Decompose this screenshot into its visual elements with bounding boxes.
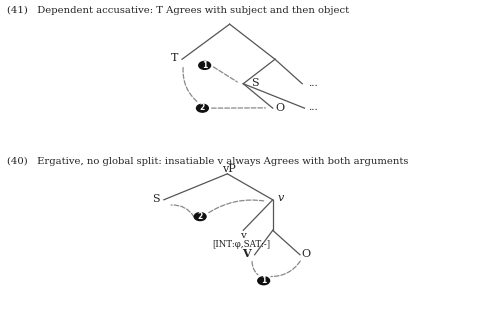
Circle shape — [258, 277, 270, 285]
Text: 2: 2 — [198, 212, 203, 221]
Text: ...: ... — [308, 103, 318, 112]
Circle shape — [197, 104, 208, 112]
Text: 1: 1 — [261, 276, 266, 285]
Circle shape — [194, 213, 206, 220]
Text: 2: 2 — [200, 103, 205, 112]
Text: (40)   Ergative, no global split: insatiable v always Agrees with both arguments: (40) Ergative, no global split: insatiab… — [7, 157, 409, 166]
Text: S: S — [152, 193, 160, 204]
Text: v: v — [240, 231, 246, 240]
Text: [INT:φ,SAT:-]: [INT:φ,SAT:-] — [212, 240, 270, 249]
Text: S: S — [251, 78, 259, 88]
Circle shape — [199, 62, 210, 69]
Text: T: T — [170, 53, 178, 63]
Text: O: O — [275, 103, 284, 113]
Text: V: V — [242, 248, 251, 259]
Text: 1: 1 — [202, 61, 207, 70]
Text: ...: ... — [308, 79, 318, 88]
Text: vP: vP — [222, 164, 236, 174]
Text: v: v — [277, 193, 283, 203]
Text: (41)   Dependent accusative: T Agrees with subject and then object: (41) Dependent accusative: T Agrees with… — [7, 6, 350, 15]
Text: O: O — [302, 248, 311, 258]
